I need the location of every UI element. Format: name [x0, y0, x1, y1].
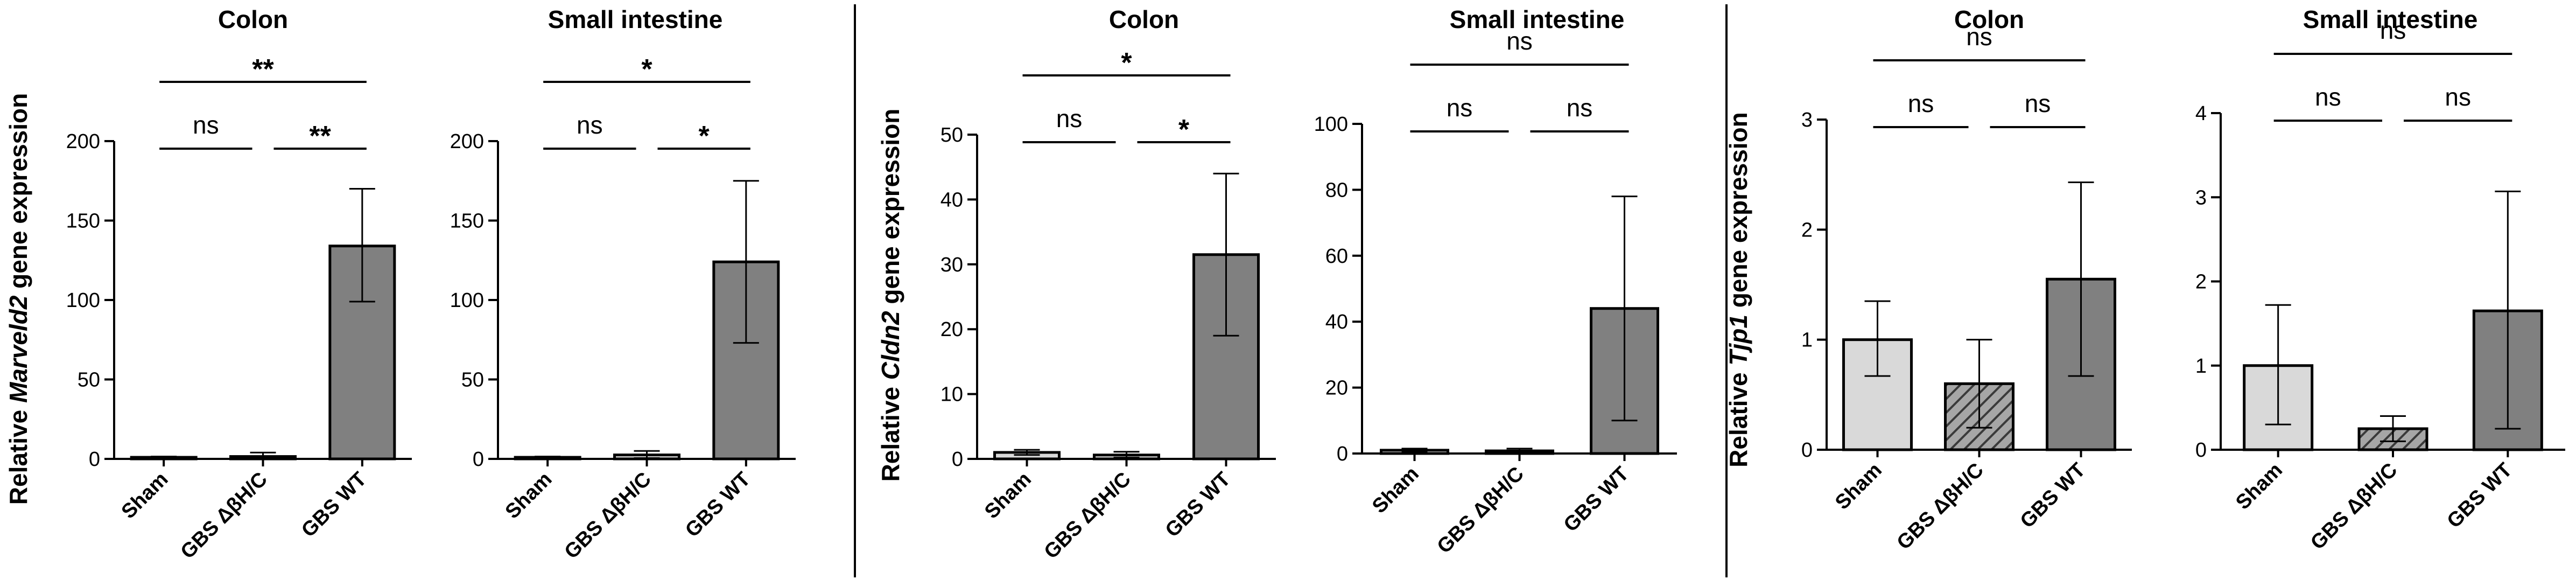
- category-label: GBS ΔβH/C: [1040, 468, 1135, 563]
- category-label: GBS ΔβH/C: [560, 468, 655, 563]
- significance-label: ns: [1567, 94, 1593, 122]
- chart-panel: Colon Relative Marveld2 gene expression 0 5…: [4, 5, 412, 563]
- y-axis-label-gene: Tjp1: [1724, 315, 1752, 366]
- y-tick-label: 150: [66, 210, 100, 233]
- y-axis-label-suffix: gene expression: [1724, 112, 1752, 315]
- y-axis-label: Relative Cldn2 gene expression: [876, 109, 904, 482]
- significance-label: ns: [1908, 89, 1934, 117]
- chart-panel: Colon Relative Cldn2 gene expression 0 10 20…: [876, 5, 1276, 563]
- y-tick-label: 50: [461, 369, 484, 392]
- y-tick-label: 0: [89, 448, 100, 471]
- category-label: GBS ΔβH/C: [1433, 463, 1528, 558]
- y-tick-label: 20: [1325, 377, 1348, 400]
- y-tick-label: 0: [1337, 443, 1348, 465]
- y-tick-label: 100: [450, 289, 484, 312]
- y-tick-label: 4: [2195, 102, 2207, 125]
- chart-title: Colon: [1954, 5, 2024, 33]
- y-axis-label: Relative Marveld2 gene expression: [4, 93, 32, 505]
- y-tick-label: 200: [66, 130, 100, 153]
- y-tick-label: 200: [450, 130, 484, 153]
- y-tick-label: 50: [78, 369, 100, 392]
- category-label: GBS ΔβH/C: [1892, 459, 1988, 554]
- y-tick-label: 40: [1325, 311, 1348, 333]
- significance-label: **: [309, 121, 331, 152]
- chart-title: Colon: [218, 5, 288, 33]
- y-tick-label: 150: [450, 210, 484, 233]
- category-label: GBS WT: [2016, 459, 2090, 533]
- category-label: Sham: [501, 468, 557, 524]
- significance-label: ns: [2315, 83, 2341, 111]
- category-label: GBS ΔβH/C: [176, 468, 271, 563]
- significance-label: ns: [1056, 104, 1083, 132]
- y-axis-label-prefix: Relative: [4, 403, 32, 505]
- y-tick-label: 2: [2195, 271, 2207, 294]
- chart-title: Colon: [1109, 5, 1179, 33]
- y-tick-label: 40: [940, 189, 963, 211]
- y-tick-label: 0: [2195, 439, 2207, 462]
- y-tick-label: 1: [1801, 329, 1813, 352]
- y-tick-label: 0: [473, 448, 484, 471]
- y-tick-label: 60: [1325, 245, 1348, 268]
- chart-title: Small intestine: [1450, 5, 1625, 33]
- category-label: GBS WT: [1161, 468, 1235, 542]
- category-label: Sham: [1831, 459, 1886, 514]
- y-tick-label: 30: [940, 254, 963, 276]
- y-axis-label-prefix: Relative: [1724, 366, 1752, 468]
- category-label: GBS WT: [297, 468, 371, 542]
- y-tick-label: 80: [1325, 179, 1348, 201]
- significance-label: *: [641, 54, 652, 85]
- chart-panel: Small intestine 0 1 2 3 4 Sham GBS ΔβH/C GBS WT n…: [2195, 5, 2565, 554]
- category-label: GBS WT: [2443, 459, 2517, 533]
- y-axis-label-suffix: gene expression: [4, 93, 32, 296]
- significance-label: *: [1178, 114, 1190, 145]
- category-label: Sham: [1368, 463, 1423, 518]
- y-axis-label-suffix: gene expression: [876, 109, 904, 311]
- y-tick-label: 0: [1801, 439, 1813, 462]
- y-tick-label: 2: [1801, 219, 1813, 241]
- y-tick-label: 3: [2195, 186, 2207, 209]
- y-tick-label: 0: [952, 448, 963, 471]
- chart-panel: Small intestine 0 50 100 150 200 Sham GBS ΔβH/C…: [450, 5, 796, 563]
- significance-label: ns: [2025, 89, 2051, 117]
- significance-label: ns: [193, 111, 219, 139]
- significance-label: ns: [2445, 83, 2471, 111]
- category-label: GBS WT: [1560, 463, 1633, 536]
- y-tick-label: 3: [1801, 109, 1813, 131]
- y-tick-label: 20: [940, 318, 963, 341]
- y-axis-label-gene: Cldn2: [876, 311, 904, 380]
- significance-label: *: [1121, 47, 1132, 79]
- y-tick-label: 100: [1314, 113, 1348, 136]
- chart-title: Small intestine: [2303, 5, 2478, 33]
- chart-panel: Small intestine 0 20 40 60 80 100 Sham GBS ΔβH/C…: [1314, 5, 1677, 558]
- category-label: Sham: [117, 468, 173, 524]
- chart-title: Small intestine: [548, 5, 723, 33]
- y-tick-label: 1: [2195, 355, 2207, 378]
- category-label: Sham: [980, 468, 1036, 524]
- significance-label: ns: [2380, 16, 2406, 44]
- y-axis-label-gene: Marveld2: [4, 295, 32, 403]
- y-axis-label: Relative Tjp1 gene expression: [1724, 112, 1752, 468]
- y-tick-label: 100: [66, 289, 100, 312]
- significance-label: ns: [577, 111, 603, 139]
- significance-label: ns: [1966, 23, 1992, 51]
- y-axis-label-prefix: Relative: [876, 380, 904, 482]
- category-label: Sham: [2231, 459, 2287, 514]
- significance-label: ns: [1447, 94, 1473, 122]
- significance-label: *: [699, 121, 710, 152]
- category-label: GBS ΔβH/C: [2306, 459, 2402, 554]
- y-tick-label: 10: [940, 383, 963, 406]
- y-tick-label: 50: [940, 124, 963, 147]
- category-label: GBS WT: [681, 468, 755, 542]
- significance-label: **: [252, 54, 274, 85]
- chart-panel: Colon Relative Tjp1 gene expression 0 1 2 3 Sh…: [1724, 5, 2132, 554]
- significance-label: ns: [1506, 27, 1533, 55]
